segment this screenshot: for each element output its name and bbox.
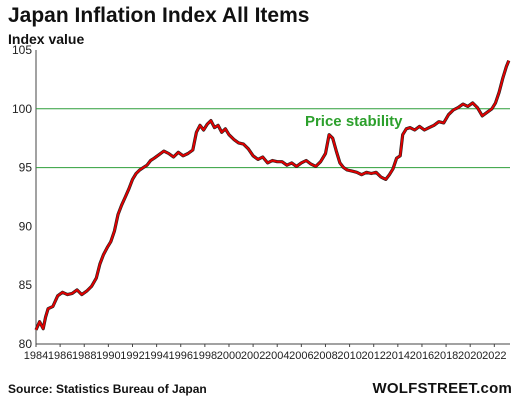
chart-subtitle: Index value (8, 31, 85, 47)
y-tick-label: 90 (19, 219, 33, 233)
x-tick-label: 2014 (386, 350, 410, 362)
series-line-0 (35, 60, 510, 331)
x-tick-label: 2018 (434, 350, 458, 362)
x-tick-label: 1992 (120, 350, 144, 362)
series-lines (34, 59, 511, 331)
x-tick-label: 1986 (48, 350, 72, 362)
price-stability-annotation: Price stability (305, 113, 403, 130)
chart-title: Japan Inflation Index All Items (8, 4, 310, 27)
y-tick-label: 80 (19, 337, 33, 351)
y-tick-label: 105 (12, 43, 32, 57)
x-tick-label: 1988 (72, 350, 96, 362)
y-tick-label: 100 (12, 102, 32, 116)
source-note: Source: Statistics Bureau of Japan (8, 382, 207, 396)
x-tick-labels: 1984 1986 1988 1990 1992 1994 1996 1998 2000 2002… (24, 344, 507, 362)
chart-axes (35, 50, 510, 345)
x-tick-label: 2000 (217, 350, 241, 362)
y-tick-label: 95 (19, 161, 33, 175)
y-tick-labels: 80 85 90 95 100 105 (12, 43, 32, 351)
x-tick-label: 1990 (96, 350, 120, 362)
brand-logo-text: WOLFSTREET.com (372, 380, 512, 397)
x-tick-label: 1996 (168, 350, 192, 362)
x-tick-label: 2020 (458, 350, 482, 362)
x-tick-label: 1994 (144, 350, 168, 362)
series-line-outline (34, 59, 511, 331)
y-tick-label: 85 (19, 278, 33, 292)
reference-lines (36, 108, 510, 169)
x-tick-label: 2008 (313, 350, 337, 362)
x-tick-label: 2002 (241, 350, 265, 362)
x-tick-label: 2010 (337, 350, 361, 362)
x-tick-label: 2006 (289, 350, 313, 362)
x-tick-label: 2022 (482, 350, 506, 362)
x-tick-label: 1984 (24, 350, 48, 362)
x-tick-label: 2016 (410, 350, 434, 362)
x-tick-label: 2004 (265, 350, 289, 362)
x-tick-label: 1998 (193, 350, 217, 362)
x-tick-label: 2012 (361, 350, 385, 362)
